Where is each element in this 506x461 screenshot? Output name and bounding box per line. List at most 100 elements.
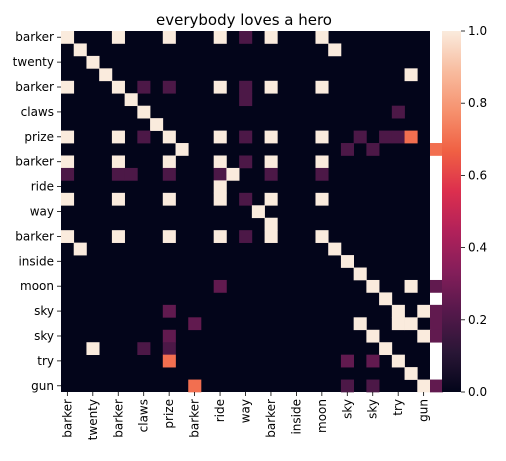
heatmap-cell: [430, 304, 444, 318]
heatmap-cell: [188, 317, 202, 331]
heatmap-cell: [430, 143, 444, 156]
y-tick-label: barker: [15, 155, 54, 169]
heatmap-cell: [251, 205, 265, 219]
heatmap-cell: [430, 279, 444, 293]
heatmap-cell: [366, 279, 380, 293]
heatmap-cell: [264, 31, 278, 44]
x-tick-label: inside: [289, 399, 303, 435]
heatmap-cell: [226, 167, 240, 181]
y-tick-label: barker: [15, 30, 54, 44]
heatmap-cell: [162, 192, 176, 206]
heatmap-cell: [86, 55, 100, 69]
heatmap-cell: [239, 155, 253, 169]
x-tick-label: prize: [162, 399, 176, 429]
heatmap-cell: [264, 230, 278, 243]
y-tick-label: sky: [34, 329, 54, 343]
y-tick-label: moon: [20, 279, 54, 293]
heatmap-cell: [213, 230, 227, 243]
heatmap-cell: [111, 167, 125, 181]
colorbar-tick-label: 0.4: [468, 241, 487, 255]
heatmap-cell: [175, 143, 189, 156]
heatmap-cell: [124, 167, 138, 181]
heatmap-cell: [315, 167, 329, 181]
heatmap-cell: [404, 130, 418, 144]
y-tick-label: gun: [31, 379, 54, 393]
heatmap-cell: [162, 230, 176, 243]
heatmap-cell: [430, 329, 444, 343]
heatmap-cell: [366, 354, 380, 368]
heatmap-cell: [213, 130, 227, 144]
heatmap-cell: [137, 342, 151, 356]
heatmap-cell: [239, 230, 253, 243]
heatmap-cell: [213, 155, 227, 169]
y-tick-label: barker: [15, 229, 54, 243]
heatmap-cell: [379, 292, 393, 306]
colorbar-tick-label: 0.6: [468, 168, 487, 182]
heatmap-cell: [404, 279, 418, 293]
heatmap-cell: [111, 155, 125, 169]
heatmap-cell: [239, 31, 253, 44]
heatmap-cell: [213, 192, 227, 206]
heatmap-cell: [328, 43, 342, 57]
heatmap-cell: [315, 192, 329, 206]
heatmap-cell: [417, 329, 431, 343]
heatmap-cell: [366, 329, 380, 343]
y-tick-label: prize: [24, 130, 54, 144]
heatmap-cell: [430, 317, 444, 331]
heatmap-cell: [366, 379, 380, 393]
heatmap-cell: [162, 130, 176, 144]
x-tick-label: sky: [340, 399, 354, 419]
heatmap-cell: [391, 317, 405, 331]
heatmap-cell: [111, 192, 125, 206]
heatmap-cell: [391, 304, 405, 318]
heatmap-cell: [366, 143, 380, 156]
x-tick-label: moon: [315, 399, 329, 433]
x-tick-label: barker: [264, 399, 278, 438]
heatmap-cell: [417, 379, 431, 393]
heatmap-cell: [162, 31, 176, 44]
heatmap-cell: [73, 43, 87, 57]
heatmap-cell: [188, 379, 202, 393]
heatmap-cell: [162, 329, 176, 343]
y-tick-label: barker: [15, 80, 54, 94]
y-tick-label: try: [37, 354, 54, 368]
x-tick-label: try: [391, 399, 405, 416]
heatmap-cell: [86, 342, 100, 356]
heatmap-cell: [315, 31, 329, 44]
heatmap-cell: [264, 80, 278, 94]
heatmap-cell: [340, 255, 354, 268]
heatmap-cell: [264, 155, 278, 169]
heatmap-cell: [150, 118, 164, 131]
x-tick-label: claws: [137, 399, 151, 432]
heatmap-cell: [340, 379, 354, 393]
heatmap-cell: [111, 230, 125, 243]
x-tick-label: way: [239, 399, 253, 423]
x-tick-label: barker: [60, 399, 74, 438]
heatmap-cell: [315, 130, 329, 144]
heatmap-cell: [111, 130, 125, 144]
heatmap-cell: [264, 217, 278, 231]
heatmap-cell: [137, 105, 151, 119]
heatmap-cell: [61, 155, 75, 169]
heatmap-cell: [137, 130, 151, 144]
y-tick-label: inside: [18, 254, 54, 268]
heatmap-cell: [315, 230, 329, 243]
heatmap-cell: [353, 317, 367, 331]
y-tick-label: way: [30, 205, 54, 219]
x-tick-label: barker: [188, 399, 202, 438]
chart-title: everybody loves a hero: [156, 11, 332, 29]
y-axis: barker twenty barker claws prize barker ride wa…: [13, 30, 61, 393]
heatmap-cell: [61, 80, 75, 94]
heatmap-cell: [239, 192, 253, 206]
heatmap-cell: [111, 31, 125, 44]
y-tick-label: ride: [31, 180, 54, 194]
heatmap-cell: [213, 80, 227, 94]
heatmap-cell: [213, 279, 227, 293]
heatmap-cell: [264, 192, 278, 206]
heatmap-cell: [73, 242, 87, 256]
heatmap-cell: [264, 130, 278, 144]
heatmap-cells: [61, 31, 444, 393]
x-tick-label: gun: [417, 399, 431, 422]
x-tick-label: barker: [111, 399, 125, 438]
heatmap-cell: [328, 242, 342, 256]
